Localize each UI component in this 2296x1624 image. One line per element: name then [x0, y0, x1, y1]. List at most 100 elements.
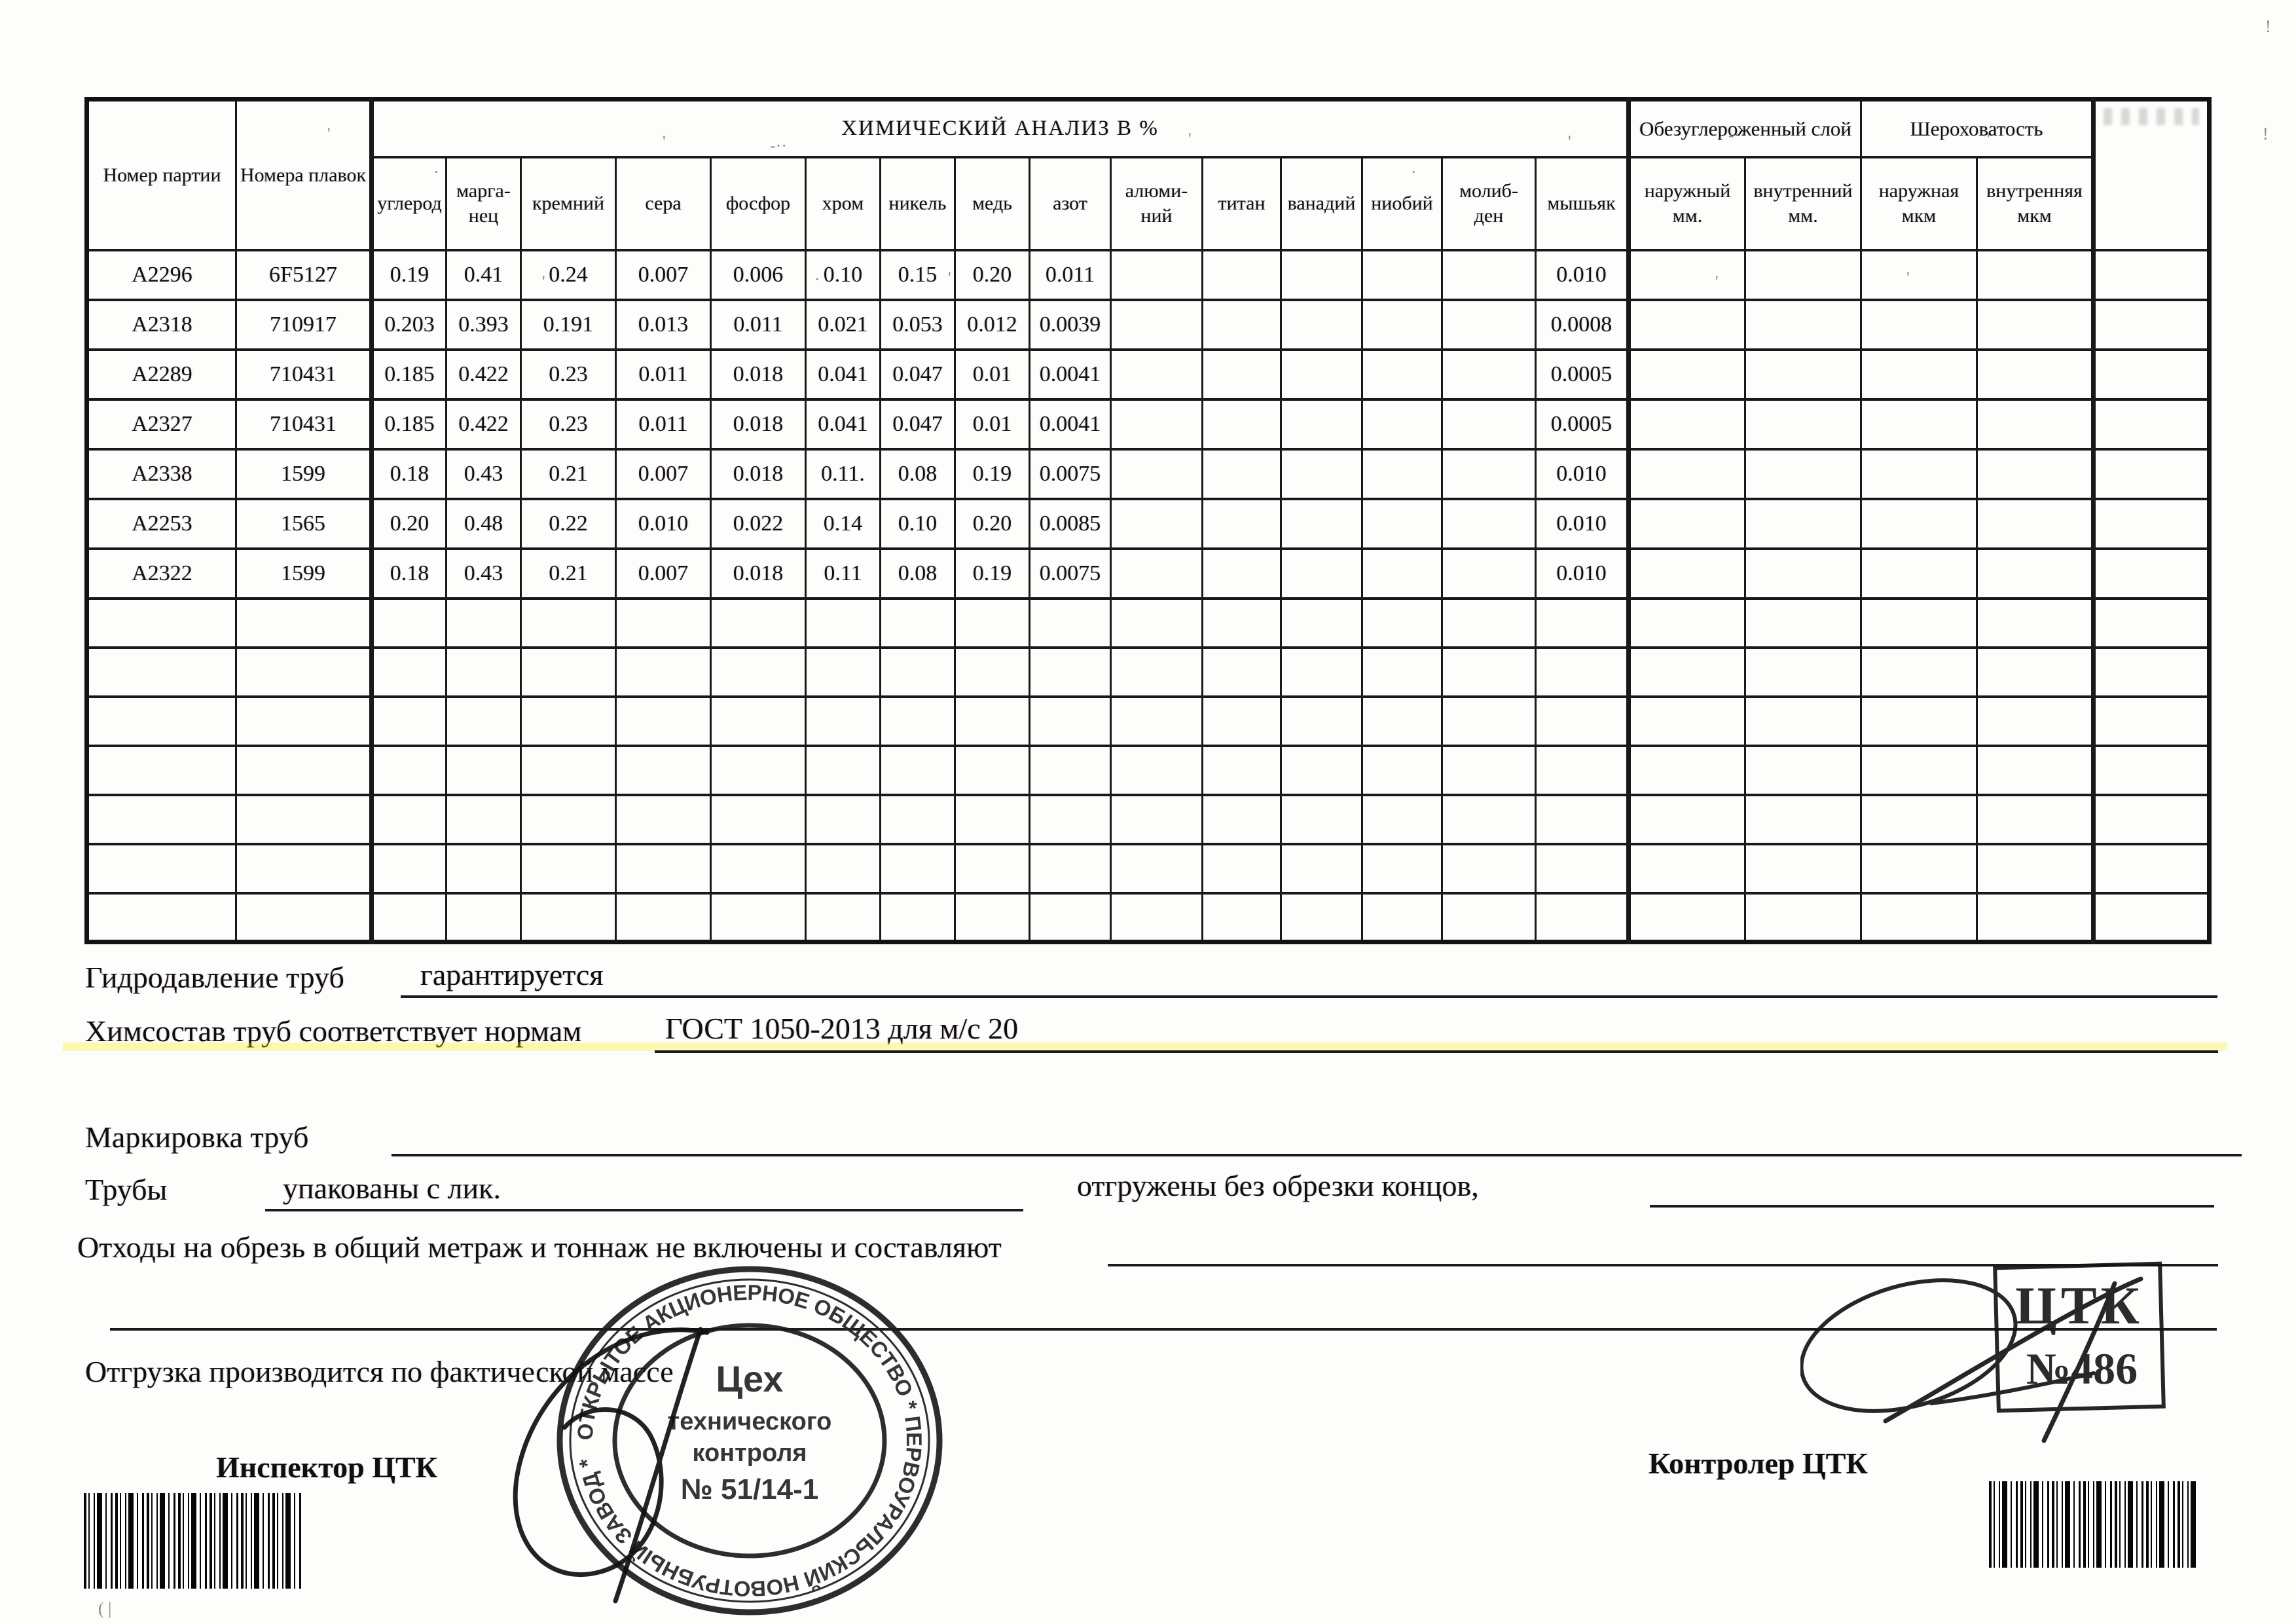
- value-cell: [1441, 547, 1537, 600]
- header-element: алюми-ний: [1110, 155, 1203, 251]
- empty-cell: [1976, 597, 2094, 649]
- value-cell: [1441, 497, 1537, 550]
- empty-cell: [1976, 744, 2094, 796]
- header-decarb-layer: Обезуглероженный слой: [1626, 98, 1862, 158]
- value-cell: [1744, 547, 1862, 600]
- value-cell: 0.018: [710, 547, 807, 600]
- empty-cell: [805, 744, 881, 796]
- value-cell: [2091, 497, 2210, 550]
- value-cell: 0.010: [615, 497, 712, 550]
- empty-cell: [1029, 695, 1112, 747]
- empty-cell: [1626, 695, 1746, 747]
- value-cell: 0.018: [710, 397, 807, 451]
- value-cell: 0.21: [520, 547, 617, 600]
- stamp-box: [1993, 1261, 2166, 1413]
- empty-cell: [1744, 646, 1862, 698]
- scan-noise: [1411, 162, 1417, 182]
- party-cell: А2327: [86, 397, 237, 451]
- value-cell: [2091, 348, 2210, 401]
- empty-cell: [1201, 646, 1282, 698]
- empty-cell: [1976, 891, 2094, 944]
- value-cell: [1201, 397, 1282, 451]
- header-element: азот: [1029, 155, 1112, 251]
- empty-cell: [369, 793, 447, 845]
- empty-cell: [710, 793, 807, 845]
- empty-cell: [1201, 793, 1282, 845]
- empty-cell: [86, 891, 237, 944]
- controller-label: Контролер ЦТК: [1649, 1447, 1868, 1480]
- value-cell: [2091, 397, 2210, 451]
- empty-cell: [445, 891, 522, 944]
- value-cell: 0.203: [369, 298, 447, 351]
- empty-cell: [805, 842, 881, 895]
- empty-cell: [710, 597, 807, 649]
- empty-cell: [615, 793, 712, 845]
- empty-cell: [1201, 891, 1282, 944]
- value-cell: [1110, 447, 1203, 500]
- empty-cell: [1110, 597, 1203, 649]
- empty-cell: [710, 695, 807, 747]
- empty-cell: [1280, 695, 1363, 747]
- empty-cell: [954, 744, 1030, 796]
- empty-cell: [805, 646, 881, 698]
- value-cell: [1201, 248, 1282, 301]
- empty-cell: [1744, 597, 1862, 649]
- empty-cell: [1361, 597, 1443, 649]
- empty-cell: [1280, 842, 1363, 895]
- empty-cell: [1976, 793, 2094, 845]
- value-cell: 0.08: [879, 447, 956, 500]
- scan-noise: [663, 132, 666, 152]
- empty-cell: [954, 646, 1030, 698]
- stamp-outer-ring: [556, 1266, 943, 1615]
- empty-cell: [1626, 891, 1746, 944]
- value-cell: 0.393: [445, 298, 522, 351]
- scan-noise: [1188, 130, 1192, 149]
- empty-cell: [879, 891, 956, 944]
- value-cell: 0.0075: [1029, 447, 1112, 500]
- value-cell: 0.0005: [1535, 397, 1630, 451]
- empty-cell: [615, 646, 712, 698]
- empty-cell: [445, 744, 522, 796]
- empty-cell: [1744, 891, 1862, 944]
- header-element: медь: [954, 155, 1030, 251]
- empty-cell: [520, 744, 617, 796]
- value-cell: 0.422: [445, 397, 522, 451]
- empty-cell: [1535, 597, 1630, 649]
- empty-cell: [954, 793, 1030, 845]
- value-cell: 0.422: [445, 348, 522, 401]
- value-cell: 0.14: [805, 497, 881, 550]
- value-cell: [1744, 447, 1862, 500]
- empty-cell: [1626, 842, 1746, 895]
- value-cell: 0.18: [369, 447, 447, 500]
- value-cell: [1361, 397, 1443, 451]
- empty-row: [86, 646, 2210, 698]
- header-heats: Номера плавок: [235, 98, 373, 251]
- empty-cell: [1535, 695, 1630, 747]
- value-cell: 0.10: [879, 497, 956, 550]
- empty-cell: [1744, 744, 1862, 796]
- empty-cell: [1860, 597, 1978, 649]
- empty-cell: [445, 793, 522, 845]
- value-cell: 0.23: [520, 348, 617, 401]
- scan-noise: [1728, 126, 1745, 145]
- empty-cell: [1535, 842, 1630, 895]
- header-decarb-sub: внутренний мм.: [1744, 155, 1862, 251]
- table-row: А2289 710431 0.185 0.422 0.23 0.011 0.018 0.041…: [86, 348, 2210, 401]
- value-cell: [1110, 497, 1203, 550]
- empty-cell: [805, 793, 881, 845]
- value-cell: [1201, 298, 1282, 351]
- empty-cell: [369, 744, 447, 796]
- value-cell: [1361, 348, 1443, 401]
- empty-cell: [1029, 744, 1112, 796]
- value-cell: 0.041: [805, 348, 881, 401]
- empty-row: [86, 793, 2210, 845]
- empty-cell: [1441, 744, 1537, 796]
- empty-cell: [369, 695, 447, 747]
- value-cell: [1976, 348, 2094, 401]
- value-cell: 0.007: [615, 447, 712, 500]
- value-cell: [1976, 298, 2094, 351]
- empty-cell: [445, 597, 522, 649]
- value-cell: [1110, 348, 1203, 401]
- empty-cell: [954, 891, 1030, 944]
